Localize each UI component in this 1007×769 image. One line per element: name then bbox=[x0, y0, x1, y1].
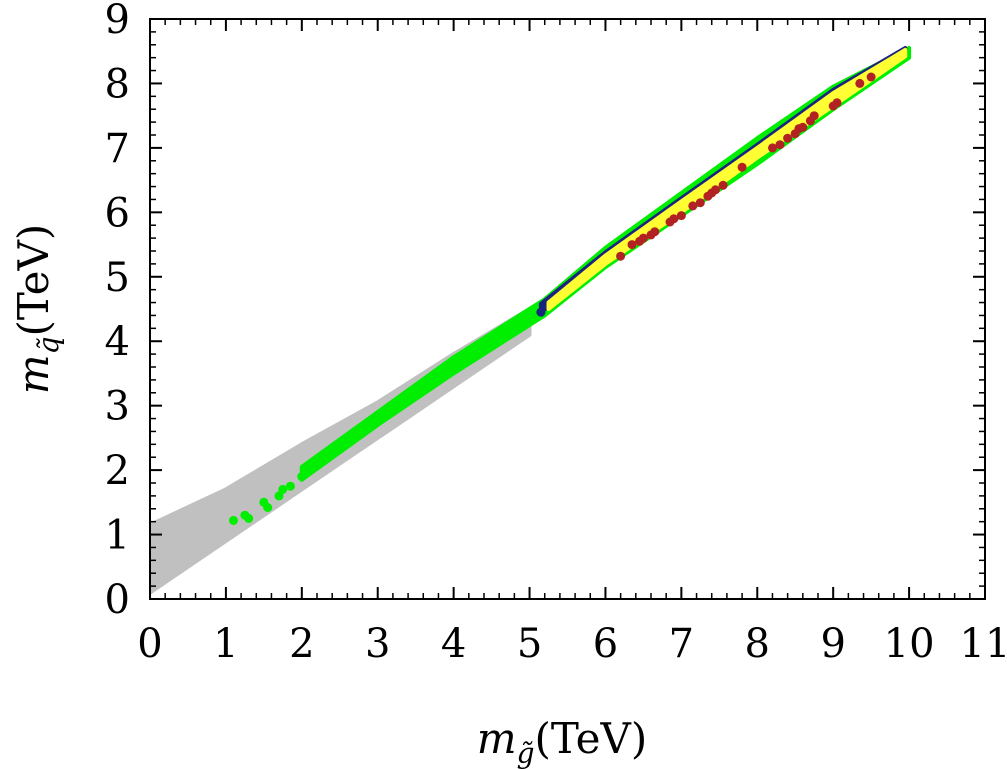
x-tick-label: 7 bbox=[669, 621, 694, 667]
series-1-point-35 bbox=[502, 327, 512, 337]
series-1-point-22 bbox=[403, 394, 413, 404]
series-1-point-7 bbox=[285, 481, 295, 491]
series-1-point-27 bbox=[441, 368, 451, 378]
series-1-point-30 bbox=[464, 352, 474, 362]
series-1-point-19 bbox=[380, 407, 390, 417]
series-1-point-23 bbox=[411, 388, 421, 398]
series-4-point-25 bbox=[832, 98, 842, 108]
x-axis-ticks: 0 1 2 3 4 5 6 7 8 9 10 11 bbox=[137, 19, 1007, 667]
series-4-point-10 bbox=[695, 198, 705, 208]
y-axis-title-subscript: q̃ bbox=[32, 336, 65, 354]
series-1-point-28 bbox=[449, 362, 459, 372]
series-1-point-21 bbox=[396, 397, 405, 407]
y-tick-label: 9 bbox=[105, 0, 130, 43]
series-4-point-1 bbox=[627, 240, 637, 250]
x-axis-title-subscript: g̃ bbox=[517, 737, 535, 769]
series-1-point-11 bbox=[320, 452, 330, 462]
series-1-point-2 bbox=[244, 513, 254, 523]
y-axis-title-symbol: m bbox=[9, 354, 58, 394]
series-1-point-16 bbox=[358, 423, 367, 433]
series-4-point-8 bbox=[676, 211, 686, 221]
y-tick-label: 2 bbox=[105, 448, 130, 494]
series-1-point-9 bbox=[304, 465, 314, 475]
y-tick-label: 5 bbox=[105, 255, 130, 301]
data-layer bbox=[150, 46, 912, 595]
series-1-point-0 bbox=[229, 515, 238, 525]
series-4-point-17 bbox=[775, 140, 785, 150]
y-tick-label: 1 bbox=[105, 513, 130, 559]
series-4-point-16 bbox=[768, 143, 777, 153]
series-1-point-34 bbox=[494, 330, 504, 340]
x-tick-label: 5 bbox=[517, 621, 542, 667]
series-4-point-15 bbox=[737, 162, 747, 172]
series-4-point-13 bbox=[711, 185, 720, 195]
series-4-point-27 bbox=[866, 72, 876, 82]
x-tick-label: 6 bbox=[593, 621, 618, 667]
y-tick-label: 7 bbox=[105, 126, 130, 172]
series-1-point-20 bbox=[388, 404, 398, 414]
x-tick-label: 1 bbox=[213, 621, 238, 667]
series-1-point-31 bbox=[471, 346, 481, 356]
x-tick-label: 9 bbox=[820, 621, 845, 667]
series-4-point-0 bbox=[616, 251, 626, 261]
series-1-point-36 bbox=[509, 320, 519, 330]
y-tick-label: 8 bbox=[105, 61, 130, 107]
series-1-point-25 bbox=[426, 378, 436, 388]
series-1-point-15 bbox=[350, 426, 360, 436]
series-4-point-26 bbox=[855, 78, 865, 88]
series-1-point-38 bbox=[525, 310, 534, 320]
series-1-point-17 bbox=[365, 417, 375, 427]
series-1-point-5 bbox=[274, 491, 284, 501]
y-tick-label: 3 bbox=[105, 384, 130, 430]
x-tick-label: 2 bbox=[289, 621, 314, 667]
x-tick-label: 0 bbox=[137, 621, 162, 667]
y-axis-title-unit: (TeV) bbox=[9, 224, 58, 337]
series-4-point-21 bbox=[798, 122, 808, 132]
series-1-point-4 bbox=[263, 503, 273, 512]
x-tick-label: 4 bbox=[441, 621, 466, 667]
y-tick-label: 6 bbox=[105, 190, 130, 236]
series-4-point-14 bbox=[718, 180, 728, 190]
y-tick-label: 4 bbox=[105, 319, 130, 365]
series-1-point-32 bbox=[479, 343, 489, 353]
series-1-point-37 bbox=[517, 317, 527, 327]
series-1-point-8 bbox=[297, 472, 307, 482]
x-tick-label: 8 bbox=[745, 621, 770, 667]
x-axis-title-symbol: m bbox=[477, 714, 517, 763]
series-4-point-7 bbox=[669, 214, 679, 224]
series-1-point-33 bbox=[487, 336, 497, 346]
series-4-point-5 bbox=[650, 227, 660, 237]
series-1-point-13 bbox=[335, 443, 345, 453]
plot-frame bbox=[149, 18, 986, 600]
series-4-point-18 bbox=[783, 133, 793, 143]
x-tick-label: 10 bbox=[884, 621, 935, 667]
series-1-point-12 bbox=[327, 446, 337, 456]
x-tick-label: 3 bbox=[365, 621, 390, 667]
y-axis-title: mq̃(TeV) bbox=[9, 224, 65, 394]
x-axis-title-unit: (TeV) bbox=[535, 714, 648, 763]
series-1-point-26 bbox=[434, 372, 443, 382]
series-1-point-6 bbox=[278, 484, 288, 494]
series-4 bbox=[616, 72, 876, 261]
series-1-point-24 bbox=[418, 385, 428, 395]
x-tick-label: 11 bbox=[960, 621, 1007, 667]
series-1-point-18 bbox=[373, 414, 383, 424]
series-4-point-9 bbox=[688, 201, 698, 211]
series-1-point-14 bbox=[342, 433, 352, 443]
series-1-point-29 bbox=[456, 356, 466, 366]
series-4-point-3 bbox=[638, 233, 648, 243]
y-tick-label: 0 bbox=[105, 577, 130, 623]
series-1-point-10 bbox=[312, 459, 322, 469]
series-4-point-23 bbox=[809, 111, 819, 121]
y-axis-ticks: 0 1 2 3 4 5 6 7 8 9 bbox=[105, 0, 985, 623]
x-axis-title: mg̃(TeV) bbox=[477, 714, 647, 769]
